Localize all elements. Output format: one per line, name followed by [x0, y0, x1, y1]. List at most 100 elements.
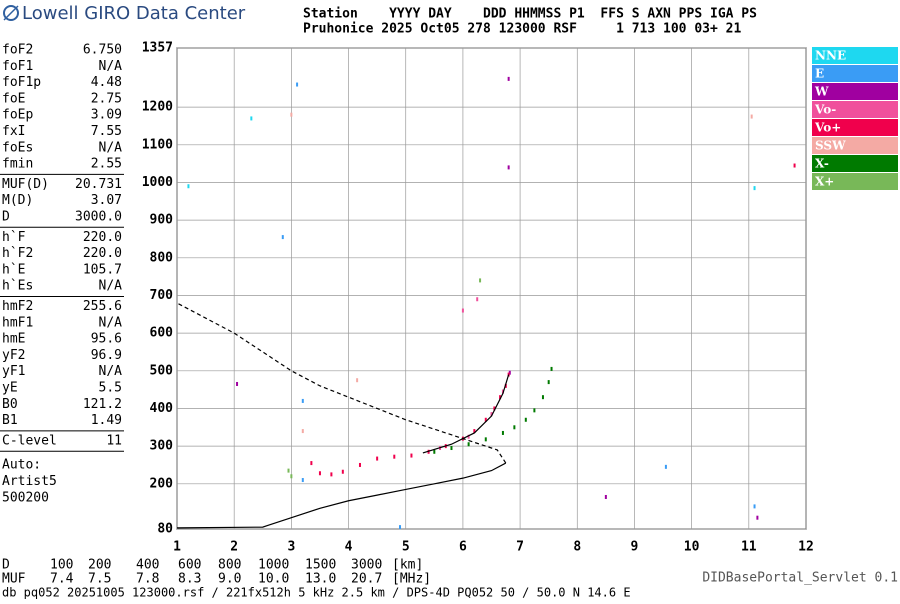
logo-text: Lowell GIRO Data Center [22, 3, 246, 24]
autoscaling-text: Auto: [2, 458, 41, 473]
logo-icon [3, 5, 19, 21]
footer-file: db pq052 20251005 123000.rsf / 221fx512h… [2, 586, 631, 600]
logo [3, 5, 19, 21]
echo-point [501, 430, 504, 435]
d-muf-cell: 8.3 [178, 572, 201, 587]
param-value: 6.750 [83, 43, 122, 58]
param-label: fmin [2, 157, 33, 172]
param-label: D [2, 210, 10, 225]
param-label: foF2 [2, 43, 33, 58]
param-value: 3.09 [91, 108, 122, 123]
param-value: 4.48 [91, 75, 122, 90]
y-tick-label: 600 [150, 326, 174, 341]
param-value: 5.5 [99, 381, 122, 396]
param-value: 220.0 [83, 246, 122, 261]
echo-point [541, 395, 544, 400]
d-muf-cell: 7.8 [136, 572, 159, 587]
d-muf-cell: 7.5 [88, 572, 111, 587]
echo-point [499, 395, 502, 400]
legend-label: E [815, 67, 824, 81]
echo-point [330, 472, 333, 477]
y-tick-label: 80 [157, 522, 173, 537]
echo-point [296, 82, 299, 87]
echo-point [508, 370, 511, 375]
plot-frame [176, 47, 807, 530]
autoscaling-text: 500200 [2, 490, 49, 505]
profile-curve [176, 302, 507, 464]
echo-point [410, 453, 413, 458]
echo-point [507, 76, 510, 81]
legend-label: X+ [815, 175, 834, 189]
profile-curve [422, 374, 510, 454]
d-muf-cell: 600 [178, 558, 201, 573]
echo-point [433, 449, 436, 454]
d-muf-cell: 3000 [351, 558, 382, 573]
param-label: B1 [2, 413, 18, 428]
x-tick-label: 2 [230, 540, 238, 555]
d-muf-cell: 10.0 [258, 572, 289, 587]
legend-swatch [812, 83, 898, 100]
x-tick-label: 8 [573, 540, 581, 555]
param-label: hmF1 [2, 315, 33, 330]
echo-point [281, 235, 284, 240]
param-value: 11 [106, 433, 122, 448]
x-tick-label: 9 [631, 540, 639, 555]
station-header: Station YYYY DAY DDD HHMMSS P1 FFS S AXN… [303, 7, 757, 22]
d-muf-cell: MUF [2, 572, 26, 587]
echo-point [756, 515, 759, 520]
param-value: 1.49 [91, 413, 122, 428]
param-label: hmF2 [2, 299, 33, 314]
y-tick-label: 300 [150, 439, 174, 454]
legend-label: NNE [815, 49, 846, 63]
d-muf-cell: 1500 [305, 558, 336, 573]
echo-point [793, 163, 796, 168]
echo-point [310, 461, 313, 466]
param-label: hmE [2, 332, 25, 347]
echo-point [524, 417, 527, 422]
legend-swatch [812, 173, 898, 190]
x-tick-label: 3 [287, 540, 295, 555]
profile-curve [176, 462, 507, 529]
echo-point [467, 442, 470, 447]
d-muf-cell: 20.7 [351, 572, 382, 587]
echo-point [461, 308, 464, 313]
legend-swatch [812, 137, 898, 154]
d-muf-cell: 400 [136, 558, 159, 573]
d-muf-cell: 13.0 [305, 572, 336, 587]
param-label: M(D) [2, 193, 33, 208]
y-tick-label: 400 [150, 401, 174, 416]
param-value: 7.55 [91, 124, 122, 139]
param-value: N/A [99, 140, 123, 155]
x-tick-label: 12 [798, 540, 814, 555]
d-muf-cell: [MHz] [392, 572, 431, 587]
echo-point [250, 116, 253, 121]
echo-point [533, 408, 536, 413]
param-value: 3000.0 [75, 210, 122, 225]
echo-point [290, 112, 293, 117]
x-tick-label: 1 [173, 540, 181, 555]
y-tick-label: 900 [150, 213, 174, 228]
station-values: Pruhonice 2025 Oct05 278 123000 RSF 1 71… [303, 22, 741, 37]
param-value: N/A [99, 279, 123, 294]
x-tick-label: 11 [741, 540, 757, 555]
y-tick-label: 1000 [142, 175, 173, 190]
x-tick-label: 7 [516, 540, 524, 555]
echo-point [484, 417, 487, 422]
param-label: C-level [2, 433, 57, 448]
y-tick-label: 700 [150, 288, 174, 303]
param-value: 220.0 [83, 230, 122, 245]
param-label: fxI [2, 124, 25, 139]
echo-point [604, 494, 607, 499]
param-label: h`F2 [2, 246, 33, 261]
echo-point [507, 165, 510, 170]
param-label: h`F [2, 230, 26, 245]
param-value: N/A [99, 59, 123, 74]
echo-point [750, 114, 753, 119]
echo-point [399, 525, 402, 530]
param-value: 255.6 [83, 299, 122, 314]
echo-point [490, 412, 493, 417]
legend-swatch [812, 155, 898, 172]
echo-point [550, 366, 553, 371]
echo-point [301, 398, 304, 403]
